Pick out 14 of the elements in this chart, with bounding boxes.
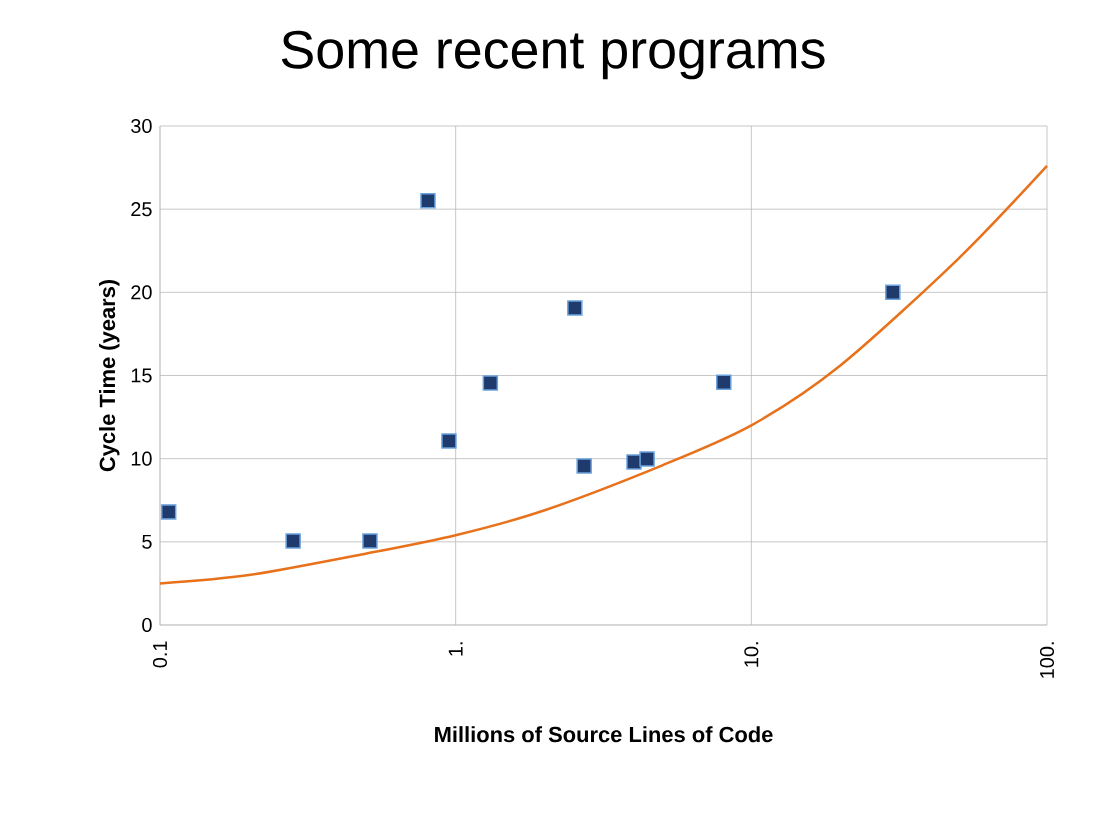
y-tick-label: 0 xyxy=(142,617,152,633)
y-axis-title: Cycle Time (years) xyxy=(99,279,120,472)
x-tick-label: 10. xyxy=(744,642,759,667)
x-tick-label: 1. xyxy=(448,642,463,656)
y-tick-label: 25 xyxy=(131,202,152,217)
x-tick-label: 100. xyxy=(1039,642,1055,678)
y-tick-label: 10 xyxy=(131,451,152,466)
y-tick-label: 20 xyxy=(131,285,152,300)
x-tick-label: 0.1 xyxy=(152,641,168,668)
y-tick-label: 30 xyxy=(131,118,152,134)
x-axis-title: Millions of Source Lines of Code xyxy=(435,726,773,743)
y-tick-label: 5 xyxy=(142,534,152,549)
chart-title: Some recent programs xyxy=(281,30,825,80)
y-tick-label: 15 xyxy=(131,368,152,383)
